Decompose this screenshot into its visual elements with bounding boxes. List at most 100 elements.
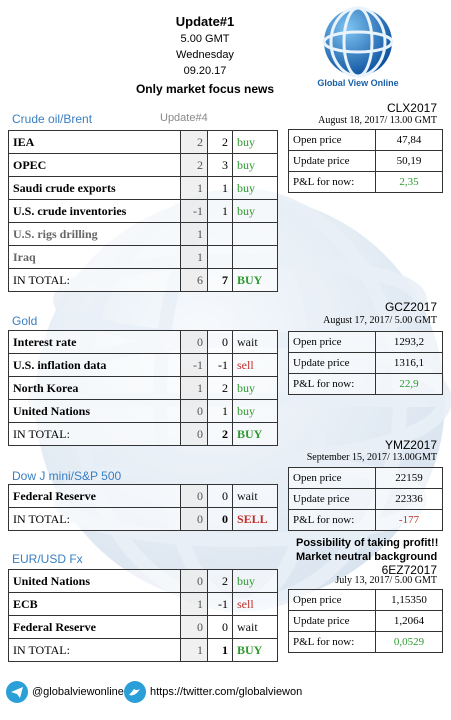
contract-value: 1,15350: [375, 589, 443, 611]
current-value: 2: [207, 130, 233, 154]
contract-label: Open price: [288, 467, 376, 489]
prev-value: 1: [180, 222, 208, 246]
prev-value: 2: [180, 130, 208, 154]
contract-label: P&L for now:: [288, 631, 376, 653]
date: 09.20.17: [183, 65, 227, 77]
contract-row: P&L for now: 22,9: [288, 373, 443, 395]
current-value: 2: [207, 376, 233, 400]
total-row: IN TOTAL: 1 1 BUY: [8, 638, 278, 662]
prev-value: 0: [180, 507, 208, 531]
contract-code: 6EZ72017: [381, 563, 437, 577]
section-name: Crude oil/Brent: [12, 112, 93, 126]
row-label: IN TOTAL:: [8, 638, 181, 662]
row-label: IN TOTAL:: [8, 268, 181, 292]
signal: buy: [232, 376, 278, 400]
signal: sell: [232, 592, 278, 616]
row-label: Saudi crude exports: [8, 176, 181, 200]
contract-row: Open price 1293,2: [288, 331, 443, 353]
contract-table: Open price 47,84 Update price 50,19 P&L for …: [288, 129, 443, 193]
signal-row: Iraq 1: [8, 245, 278, 269]
section-name: EUR/USD Fx: [12, 552, 83, 566]
telegram-icon: [6, 681, 28, 703]
prev-value: 0: [180, 422, 208, 446]
time: 5.00 GMT: [180, 33, 230, 45]
current-value: -1: [207, 592, 233, 616]
signal: wait: [232, 615, 278, 639]
signal-row: U.S. crude inventories -1 1 buy: [8, 199, 278, 223]
current-value: 7: [207, 268, 233, 292]
signal: BUY: [232, 638, 278, 662]
telegram-handle: @globalviewonline: [32, 686, 124, 698]
prev-value: 0: [180, 569, 208, 593]
contract-row: Open price 22159: [288, 467, 443, 489]
signal: buy: [232, 399, 278, 423]
prev-value: -1: [180, 199, 208, 223]
signal: SELL: [232, 507, 278, 531]
contract-value: 1293,2: [375, 331, 443, 353]
contract-value: 1316,1: [375, 352, 443, 374]
footer-bar: [0, 686, 451, 714]
prev-value: 1: [180, 245, 208, 269]
contract-value: 50,19: [375, 150, 443, 172]
signal-table: Interest rate 0 0 wait U.S. inflation data -1…: [8, 330, 278, 446]
section-name: Gold: [12, 314, 38, 328]
subtitle: Only market focus news: [135, 82, 275, 96]
prev-value: -1: [180, 353, 208, 377]
signal: buy: [232, 130, 278, 154]
signal: [232, 245, 278, 269]
signal-row: U.S. rigs drilling 1: [8, 222, 278, 246]
row-label: United Nations: [8, 569, 181, 593]
contract-label: P&L for now:: [288, 509, 376, 531]
contract-date: August 18, 2017/ 13.00 GMT: [318, 115, 437, 126]
logo-globe: [322, 6, 394, 78]
signal: BUY: [232, 268, 278, 292]
current-value: [207, 222, 233, 246]
contract-label: P&L for now:: [288, 373, 376, 395]
signal: [232, 222, 278, 246]
total-row: IN TOTAL: 6 7 BUY: [8, 268, 278, 292]
row-label: Federal Reserve: [8, 615, 181, 639]
section-name: Dow J mini/S&P 500: [12, 469, 122, 483]
row-label: OPEC: [8, 153, 181, 177]
current-value: 1: [207, 638, 233, 662]
contract-label: Update price: [288, 150, 376, 172]
contract-row: Update price 1,2064: [288, 610, 443, 632]
note: Market neutral background: [296, 551, 438, 563]
signal-row: Federal Reserve 0 0 wait: [8, 484, 278, 508]
current-value: 0: [207, 615, 233, 639]
row-label: U.S. crude inventories: [8, 199, 181, 223]
row-label: ECB: [8, 592, 181, 616]
twitter-url: https://twitter.com/globalviewon: [150, 686, 303, 698]
signal-row: ECB 1 -1 sell: [8, 592, 278, 616]
signal: buy: [232, 199, 278, 223]
signal: wait: [232, 330, 278, 354]
contract-label: Open price: [288, 589, 376, 611]
contract-value: 0,0529: [375, 631, 443, 653]
day: Wednesday: [176, 49, 234, 61]
row-label: Iraq: [8, 245, 181, 269]
contract-row: Open price 47,84: [288, 129, 443, 151]
row-label: U.S. inflation data: [8, 353, 181, 377]
current-value: 0: [207, 484, 233, 508]
signal-row: Interest rate 0 0 wait: [8, 330, 278, 354]
contract-code: CLX2017: [386, 101, 437, 115]
contract-row: Update price 22336: [288, 488, 443, 510]
row-label: IEA: [8, 130, 181, 154]
current-value: 2: [207, 569, 233, 593]
signal-row: OPEC 2 3 buy: [8, 153, 278, 177]
total-row: IN TOTAL: 0 0 SELL: [8, 507, 278, 531]
current-value: 2: [207, 422, 233, 446]
contract-label: Update price: [288, 352, 376, 374]
contract-code: GCZ2017: [384, 300, 437, 314]
signal-row: Federal Reserve 0 0 wait: [8, 615, 278, 639]
prev-value: 6: [180, 268, 208, 292]
signal: buy: [232, 569, 278, 593]
update-label: Update#4: [160, 112, 208, 124]
signal: wait: [232, 484, 278, 508]
prev-value: 1: [180, 176, 208, 200]
signal-table: Federal Reserve 0 0 wait IN TOTAL: 0 0 SELL: [8, 484, 278, 531]
row-label: Federal Reserve: [8, 484, 181, 508]
current-value: -1: [207, 353, 233, 377]
current-value: 0: [207, 507, 233, 531]
